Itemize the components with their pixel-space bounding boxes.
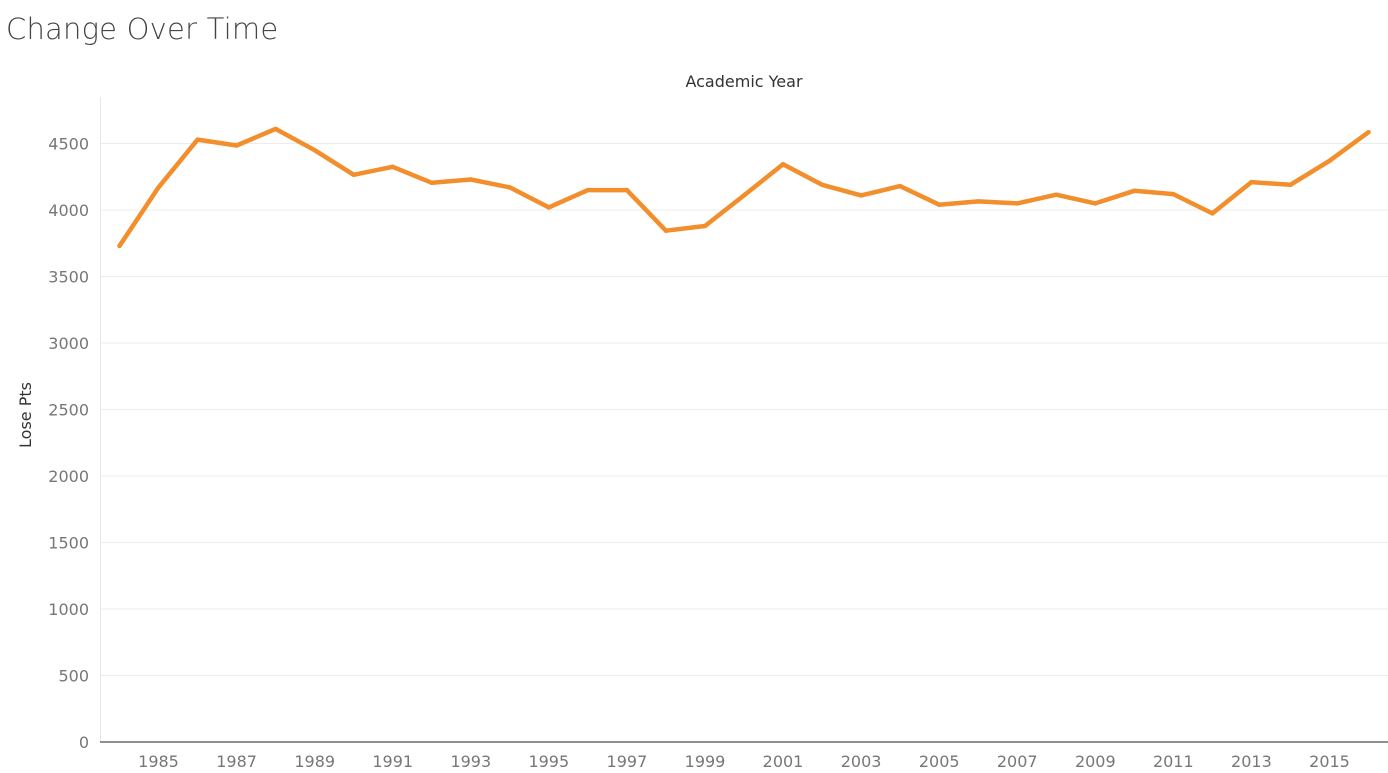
y-tick-label: 3500 [48,268,89,287]
y-tick-label: 4500 [48,135,89,154]
data-point[interactable] [858,193,864,198]
series-line [117,126,1371,249]
chart-title: Change Over Time [6,12,279,46]
x-tick-label: 2001 [763,752,804,771]
data-point[interactable] [351,172,356,177]
data-point[interactable] [1288,182,1293,187]
gridlines [100,143,1388,676]
data-point[interactable] [156,185,161,190]
x-tick-label: 1987 [216,752,257,771]
x-tick-label: 1999 [685,752,726,771]
data-point[interactable] [780,162,786,167]
y-tick-label: 2000 [48,467,89,486]
data-point[interactable] [117,243,122,249]
data-point[interactable] [1132,188,1137,193]
data-point[interactable] [468,177,473,182]
plot-area [117,126,1371,249]
y-tick-label: 500 [58,667,89,686]
y-tick-label: 1500 [48,534,89,553]
y-tick-label: 4000 [48,201,89,220]
data-point[interactable] [897,183,903,189]
y-tick-label: 2500 [48,401,89,420]
data-point[interactable] [819,182,825,187]
data-point[interactable] [312,148,317,153]
data-point[interactable] [273,126,278,132]
data-point[interactable] [390,164,395,169]
data-point[interactable] [624,187,630,193]
x-tick-labels: 1985 1987 1989 1991 1993 1995 1997 1999 2001 2003… [138,752,1350,771]
data-point[interactable] [1171,191,1176,197]
y-tick-label: 0 [79,733,89,752]
data-point[interactable] [1054,192,1059,197]
data-point[interactable] [1015,201,1020,206]
x-tick-label: 1995 [528,752,569,771]
data-point[interactable] [546,205,551,210]
x-tick-label: 1997 [607,752,648,771]
x-tick-label: 2011 [1153,752,1194,771]
x-tick-label: 1985 [138,752,179,771]
x-tick-label: 2007 [997,752,1038,771]
y-tick-label: 3000 [48,334,89,353]
x-tick-label: 1993 [450,752,491,771]
x-tick-label: 2009 [1075,752,1116,771]
x-tick-label: 2005 [919,752,960,771]
data-point[interactable] [1249,179,1254,185]
y-tick-label: 1000 [48,600,89,619]
y-axis-title: Lose Pts [16,382,35,448]
y-tick-labels: 0 500 1000 1500 2000 2500 3000 3500 4000 4500 [48,135,89,753]
x-tick-label: 2015 [1309,752,1350,771]
data-point[interactable] [741,193,747,198]
data-point[interactable] [702,223,708,229]
data-point[interactable] [976,199,981,204]
data-point[interactable] [1366,130,1371,135]
data-point[interactable] [585,187,591,193]
data-point[interactable] [234,143,239,148]
data-point[interactable] [1327,158,1332,163]
data-point[interactable] [1210,211,1215,216]
x-tick-label: 2003 [841,752,882,771]
data-point[interactable] [195,137,200,142]
x-tick-label: 1991 [372,752,413,771]
data-point[interactable] [937,202,942,207]
x-axis-title: Academic Year [685,72,802,91]
data-point[interactable] [663,228,669,233]
data-point[interactable] [429,180,434,185]
x-tick-label: 1989 [294,752,335,771]
x-tick-label: 2013 [1231,752,1272,771]
data-point[interactable] [1093,201,1098,206]
data-point[interactable] [507,185,512,190]
